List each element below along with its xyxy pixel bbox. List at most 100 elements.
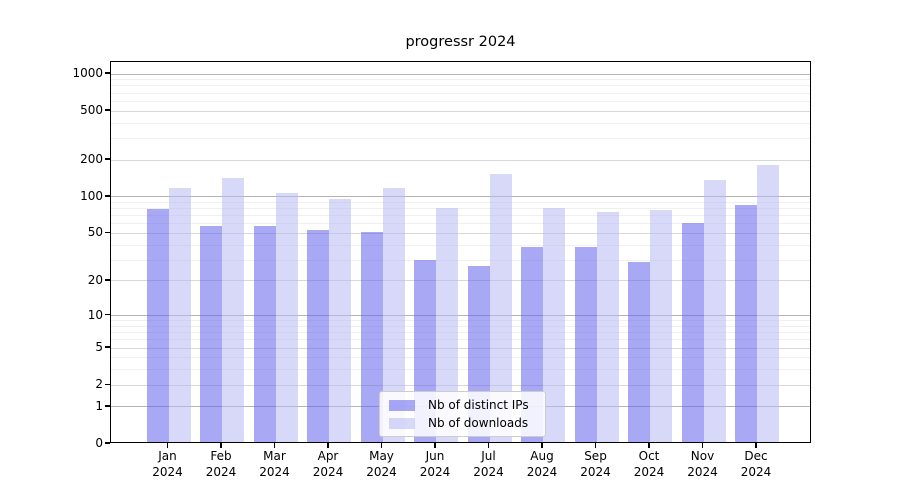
y-gridline-minor: [111, 223, 810, 225]
bar-downloads-nov: [703, 179, 726, 442]
y-tick-label-100: 100: [80, 188, 103, 203]
x-tick-label-jun: Jun 2024: [419, 449, 451, 479]
y-axis-tick: [105, 72, 110, 74]
bar-distinct-ips-sep: [574, 247, 597, 442]
plot-area: Nb of distinct IPs Nb of downloads: [110, 61, 811, 443]
y-gridline-major: [111, 347, 810, 349]
y-axis-tick: [105, 313, 110, 316]
bar-distinct-ips-apr: [307, 230, 329, 442]
x-axis-tick: [380, 443, 383, 448]
bar-distinct-ips-nov: [681, 222, 704, 442]
x-axis-tick: [594, 443, 597, 448]
chart-title: progressr 2024: [405, 34, 516, 50]
y-tick-label-20: 20: [87, 272, 103, 287]
bar-downloads-oct: [650, 210, 672, 442]
y-axis-tick: [105, 405, 110, 407]
x-tick-label-mar: Mar 2024: [259, 449, 290, 479]
y-axis-tick: [105, 279, 110, 281]
y-axis-tick: [105, 346, 110, 348]
x-tick-label-oct: Oct 2024: [633, 449, 665, 479]
y-gridline-major: [111, 384, 810, 386]
legend-item-downloads: Nb of downloads: [389, 416, 536, 430]
y-axis-tick: [105, 109, 110, 111]
x-tick-label-nov: Nov 2024: [687, 449, 718, 479]
bar-downloads-apr: [329, 198, 351, 442]
y-gridline-minor: [111, 357, 810, 359]
y-axis-tick: [105, 195, 110, 197]
bar-distinct-ips-mar: [253, 226, 276, 442]
legend-item-distinct-ips: Nb of distinct IPs: [389, 398, 536, 412]
y-gridline-minor: [111, 369, 810, 371]
y-gridline-major: [111, 110, 810, 112]
legend-label-downloads: Nb of downloads: [428, 416, 529, 430]
y-gridline-major: [111, 315, 810, 317]
x-axis-tick: [487, 443, 490, 448]
y-gridline-minor: [111, 244, 810, 246]
x-axis-tick: [541, 443, 543, 448]
y-axis-tick: [105, 231, 110, 234]
bar-distinct-ips-oct: [628, 261, 650, 442]
y-gridline-minor: [111, 122, 810, 124]
y-axis-tick: [105, 383, 110, 385]
y-gridline-major: [111, 159, 810, 161]
y-tick-label-0: 0: [95, 436, 103, 450]
bar-distinct-ips-dec: [735, 205, 757, 442]
x-axis-tick: [755, 443, 757, 448]
bar-downloads-jan: [168, 187, 191, 442]
x-axis-tick: [220, 443, 222, 448]
x-tick-label-may: May 2024: [366, 449, 397, 479]
y-axis-tick: [105, 442, 110, 444]
x-tick-label-dec: Dec 2024: [740, 449, 772, 479]
x-tick-label-jan: Jan 2024: [152, 449, 183, 479]
y-gridline-minor: [111, 259, 810, 261]
y-gridline-major: [111, 280, 810, 282]
y-tick-label-2: 2: [95, 377, 103, 392]
legend-label-distinct-ips: Nb of distinct IPs: [428, 398, 529, 412]
bar-downloads-sep: [596, 212, 619, 442]
y-tick-label-500: 500: [80, 103, 103, 118]
x-axis-tick: [327, 443, 329, 448]
y-gridline-minor: [111, 85, 810, 87]
y-gridline-minor: [111, 339, 810, 341]
y-axis-tick: [105, 158, 110, 160]
y-tick-label-1: 1: [95, 398, 103, 413]
bar-downloads-dec: [757, 165, 779, 442]
y-tick-label-10: 10: [87, 307, 103, 322]
x-tick-label-apr: Apr 2024: [312, 449, 344, 479]
bar-downloads-mar: [275, 192, 298, 442]
bar-downloads-jul: [489, 173, 512, 442]
x-axis-tick: [434, 443, 436, 448]
x-tick-label-feb: Feb 2024: [205, 449, 237, 479]
y-tick-label-5: 5: [95, 340, 103, 355]
y-gridline-minor: [111, 79, 810, 81]
y-tick-label-200: 200: [80, 152, 103, 167]
y-tick-label-50: 50: [87, 225, 103, 240]
x-tick-label-jul: Jul 2024: [473, 449, 504, 479]
bar-downloads-aug: [543, 208, 565, 442]
bar-downloads-may: [382, 188, 405, 442]
y-gridline-minor: [111, 100, 810, 102]
x-axis-tick: [648, 443, 650, 448]
x-tick-label-aug: Aug 2024: [526, 449, 558, 479]
y-gridline-minor: [111, 208, 810, 210]
y-gridline-minor: [111, 92, 810, 94]
y-gridline-minor: [111, 201, 810, 203]
x-axis-tick: [273, 443, 276, 448]
bar-distinct-ips-feb: [200, 226, 222, 442]
y-gridline-minor: [111, 215, 810, 217]
bar-distinct-ips-jan: [146, 209, 169, 442]
x-tick-label-sep: Sep 2024: [580, 449, 611, 479]
y-gridline-minor: [111, 320, 810, 322]
legend-swatch-downloads: [389, 417, 415, 429]
bar-downloads-jun: [436, 208, 458, 442]
bar-downloads-feb: [222, 178, 244, 442]
y-tick-label-1000: 1000: [72, 66, 103, 81]
x-axis-tick: [166, 443, 169, 448]
y-gridline-minor: [111, 137, 810, 139]
legend: Nb of distinct IPs Nb of downloads: [379, 391, 546, 437]
legend-swatch-distinct-ips: [389, 399, 415, 411]
y-gridline-minor: [111, 332, 810, 334]
y-gridline-minor: [111, 325, 810, 327]
bar-distinct-ips-may: [360, 231, 383, 442]
